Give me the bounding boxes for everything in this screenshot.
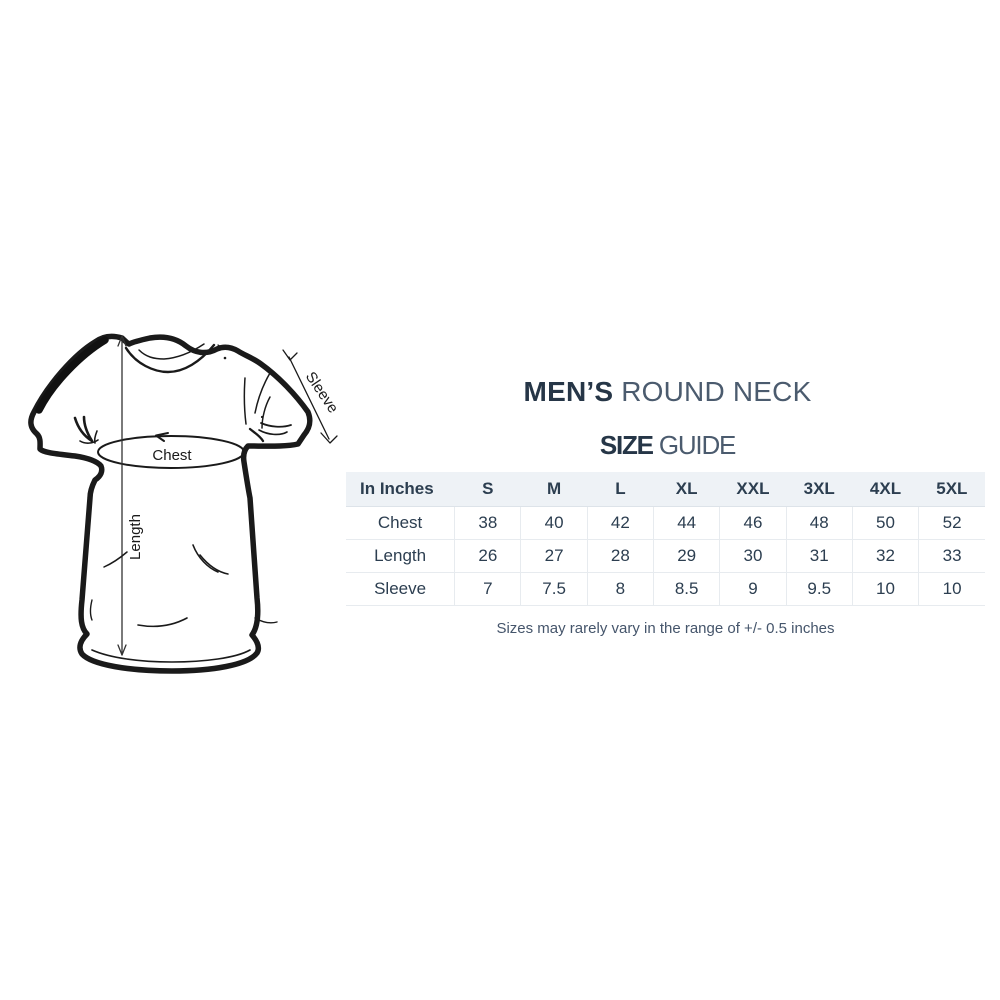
svg-text:Length: Length <box>127 514 144 560</box>
svg-text:Chest: Chest <box>152 447 192 464</box>
